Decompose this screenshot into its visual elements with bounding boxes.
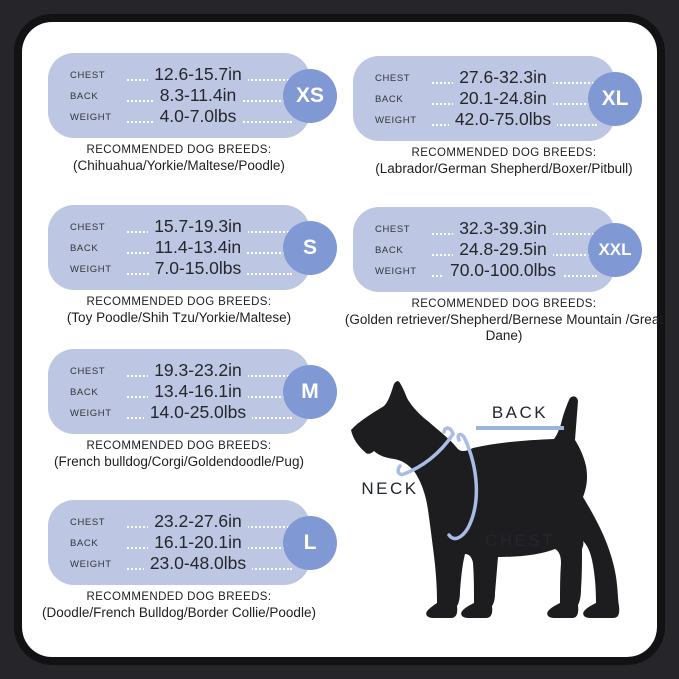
weight-label: WEIGHT <box>375 115 431 129</box>
size-badge-s: S <box>283 220 337 275</box>
breeds-caption-m: RECOMMENDED DOG BREEDS: (French bulldog/… <box>18 440 340 470</box>
weight-label: WEIGHT <box>375 266 431 280</box>
chest-value: 23.2-27.6in <box>148 511 248 531</box>
breeds-list: (Chihuahua/Yorkie/Maltese/Poodle) <box>73 158 285 173</box>
neck-diagram-label: NECK <box>361 479 418 498</box>
back-diagram-label: BACK <box>492 403 548 422</box>
breeds-list: (Toy Poodle/Shih Tzu/Yorkie/Maltese) <box>66 310 292 325</box>
chest-value: 12.6-15.7in <box>148 64 248 84</box>
weight-value: 42.0-75.0lbs <box>448 109 558 129</box>
weight-value: 23.0-48.0lbs <box>143 553 253 573</box>
recommended-title: RECOMMENDED DOG BREEDS: <box>86 144 272 156</box>
weight-value: 14.0-25.0lbs <box>143 402 253 422</box>
chest-row: CHEST 27.6-32.3in <box>375 66 601 87</box>
back-value: 20.1-24.8in <box>453 88 553 108</box>
chest-label: CHEST <box>375 224 431 238</box>
back-value: 8.3-11.4in <box>153 85 243 105</box>
breeds-caption-xs: RECOMMENDED DOG BREEDS: (Chihuahua/Yorki… <box>18 144 340 174</box>
size-card-xl: CHEST 27.6-32.3in BACK 20.1-24.8in WEIGHT 4… <box>353 56 642 141</box>
size-badge-l: L <box>283 515 337 570</box>
breeds-caption-xl: RECOMMENDED DOG BREEDS: (Labrador/German… <box>343 147 665 177</box>
back-row: BACK 20.1-24.8in <box>375 87 601 108</box>
measurement-diagram: BACK NECK CHEST <box>344 370 646 636</box>
weight-label: WEIGHT <box>70 112 126 126</box>
size-card-m: CHEST 19.3-23.2in BACK 13.4-16.1in WEIGHT 1… <box>48 349 337 434</box>
chest-label: CHEST <box>70 517 126 531</box>
chest-label: CHEST <box>70 70 126 84</box>
back-row: BACK 16.1-20.1in <box>70 531 296 552</box>
weight-label: WEIGHT <box>70 559 126 573</box>
back-label: BACK <box>375 94 431 108</box>
weight-row: WEIGHT 14.0-25.0lbs <box>70 401 296 422</box>
chest-label: CHEST <box>70 366 126 380</box>
back-value: 11.4-13.4in <box>148 237 248 257</box>
size-badge-m: M <box>283 364 337 419</box>
weight-row: WEIGHT 42.0-75.0lbs <box>375 108 601 129</box>
size-card-s: CHEST 15.7-19.3in BACK 11.4-13.4in WEIGHT 7… <box>48 205 337 290</box>
weight-value: 70.0-100.0lbs <box>443 260 563 280</box>
chest-diagram-label: CHEST <box>485 531 555 550</box>
neck-strap-line <box>396 426 455 477</box>
back-label: BACK <box>70 91 126 105</box>
chest-row: CHEST 15.7-19.3in <box>70 215 296 236</box>
chest-value: 32.3-39.3in <box>453 218 553 238</box>
recommended-title: RECOMMENDED DOG BREEDS: <box>86 440 272 452</box>
dog-silhouette <box>351 381 620 618</box>
chest-value: 15.7-19.3in <box>148 216 248 236</box>
chest-value: 27.6-32.3in <box>453 67 553 87</box>
chest-value: 19.3-23.2in <box>148 360 248 380</box>
breeds-caption-s: RECOMMENDED DOG BREEDS: (Toy Poodle/Shih… <box>18 296 340 326</box>
breeds-list: (Golden retriever/Shepherd/Bernese Mount… <box>344 312 664 344</box>
chest-label: CHEST <box>70 222 126 236</box>
weight-row: WEIGHT 23.0-48.0lbs <box>70 552 296 573</box>
back-value: 16.1-20.1in <box>148 532 248 552</box>
weight-label: WEIGHT <box>70 264 126 278</box>
recommended-title: RECOMMENDED DOG BREEDS: <box>86 591 272 603</box>
chest-strap-line <box>447 432 479 541</box>
back-value: 24.8-29.5in <box>453 239 553 259</box>
back-row: BACK 11.4-13.4in <box>70 236 296 257</box>
chest-row: CHEST 32.3-39.3in <box>375 217 601 238</box>
back-label: BACK <box>70 387 126 401</box>
size-card-xxl: CHEST 32.3-39.3in BACK 24.8-29.5in WEIGHT 7… <box>353 207 642 292</box>
chest-row: CHEST 23.2-27.6in <box>70 510 296 531</box>
weight-value: 7.0-15.0lbs <box>148 258 248 278</box>
back-label: BACK <box>70 243 126 257</box>
chest-label: CHEST <box>375 73 431 87</box>
breeds-list: (Doodle/French Bulldog/Border Collie/Poo… <box>42 605 316 620</box>
breeds-caption-xxl: RECOMMENDED DOG BREEDS: (Golden retrieve… <box>343 298 665 345</box>
weight-row: WEIGHT 7.0-15.0lbs <box>70 257 296 278</box>
recommended-title: RECOMMENDED DOG BREEDS: <box>411 147 597 159</box>
weight-row: WEIGHT 4.0-7.0lbs <box>70 105 296 126</box>
breeds-list: (French bulldog/Corgi/Goldendoodle/Pug) <box>54 454 304 469</box>
sizing-chart-panel: CHEST 12.6-15.7in BACK 8.3-11.4in WEIGHT 4.… <box>22 22 663 657</box>
weight-value: 4.0-7.0lbs <box>153 106 243 126</box>
dog-measurement-svg: BACK NECK CHEST <box>351 381 620 618</box>
breeds-caption-l: RECOMMENDED DOG BREEDS: (Doodle/French B… <box>18 591 340 621</box>
size-badge-xl: XL <box>588 71 642 126</box>
chest-row: CHEST 19.3-23.2in <box>70 359 296 380</box>
size-badge-xxl: XXL <box>588 222 642 277</box>
breeds-list: (Labrador/German Shepherd/Boxer/Pitbull) <box>375 161 633 176</box>
back-value: 13.4-16.1in <box>148 381 248 401</box>
back-row: BACK 24.8-29.5in <box>375 238 601 259</box>
back-label: BACK <box>70 538 126 552</box>
back-label: BACK <box>375 245 431 259</box>
back-row: BACK 8.3-11.4in <box>70 84 296 105</box>
back-row: BACK 13.4-16.1in <box>70 380 296 401</box>
recommended-title: RECOMMENDED DOG BREEDS: <box>411 298 597 310</box>
size-card-l: CHEST 23.2-27.6in BACK 16.1-20.1in WEIGHT 2… <box>48 500 337 585</box>
weight-row: WEIGHT 70.0-100.0lbs <box>375 259 601 280</box>
size-card-xs: CHEST 12.6-15.7in BACK 8.3-11.4in WEIGHT 4.… <box>48 53 337 138</box>
recommended-title: RECOMMENDED DOG BREEDS: <box>86 296 272 308</box>
weight-label: WEIGHT <box>70 408 126 422</box>
size-badge-xs: XS <box>283 68 337 123</box>
chest-row: CHEST 12.6-15.7in <box>70 63 296 84</box>
